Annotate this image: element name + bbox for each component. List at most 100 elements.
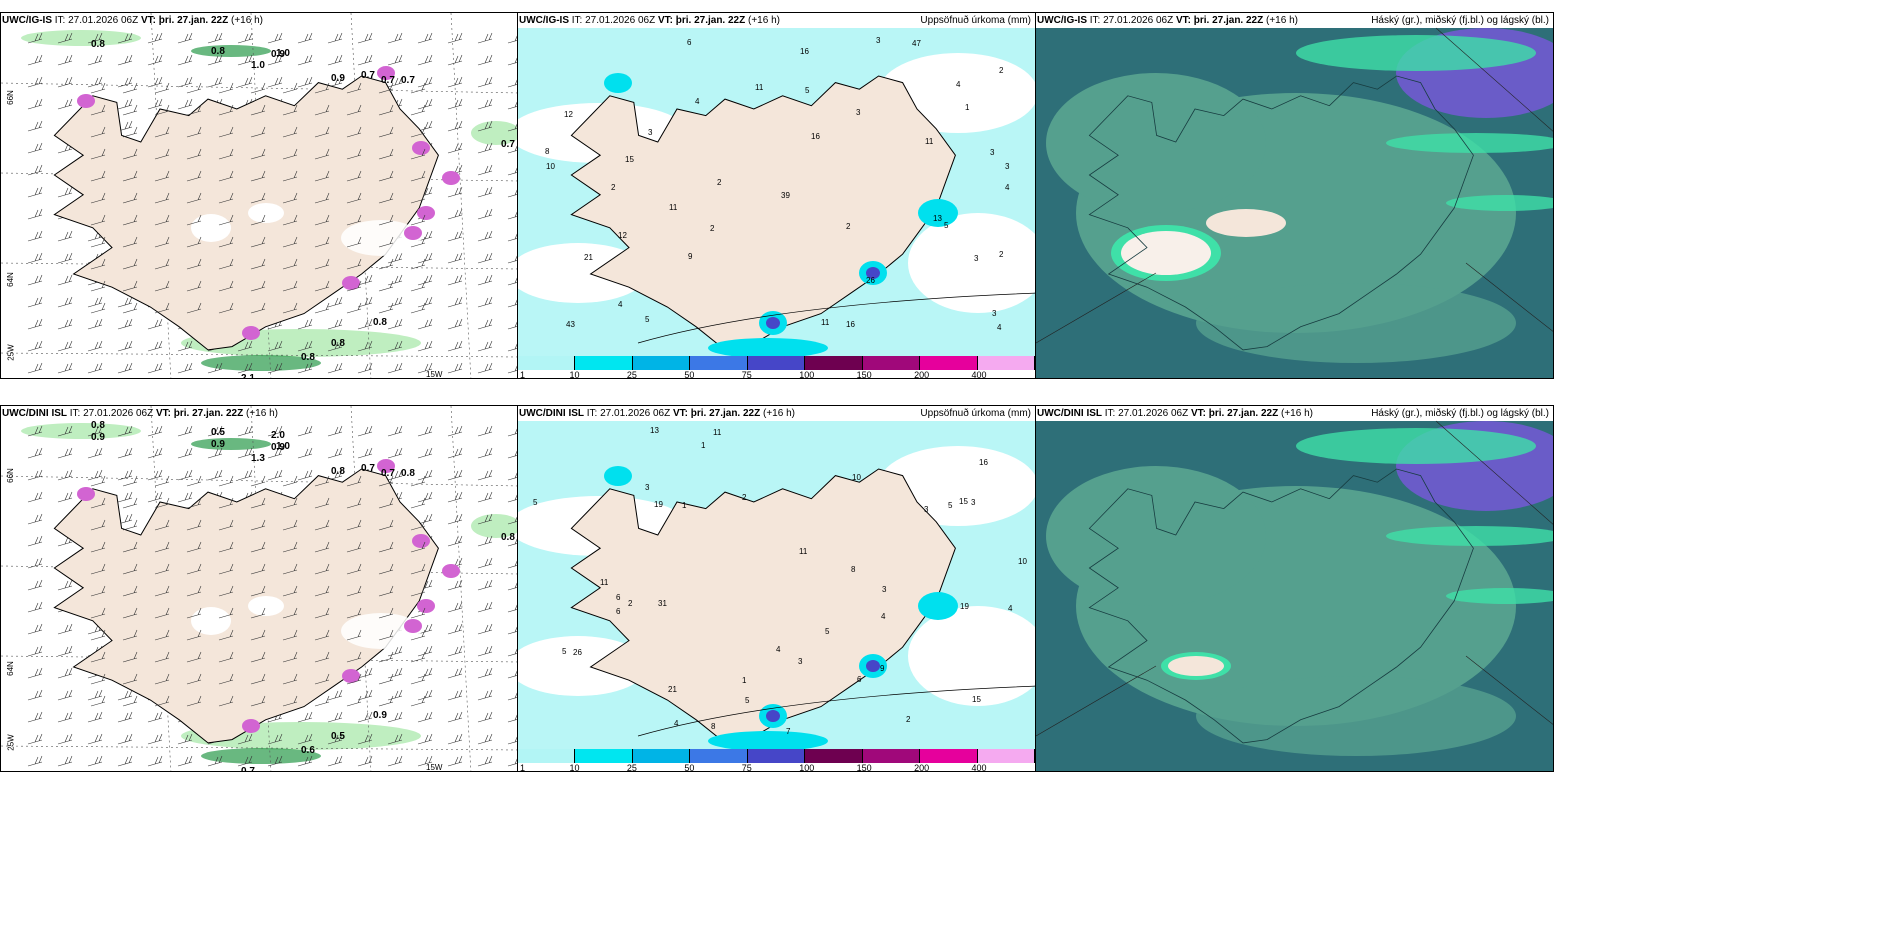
wind-barb (447, 711, 463, 723)
precip-value-label: 47 (912, 39, 921, 48)
wind-speed-label: 0.7 (381, 468, 395, 479)
wind-barb (207, 32, 223, 44)
colorbar-tick-label: 75 (741, 763, 752, 772)
panel-header: UWC/DINI ISL IT: 27.01.2026 06Z VT: þri.… (519, 408, 795, 419)
wind-barb (378, 192, 394, 204)
precip-core (766, 710, 780, 722)
wind-speed-label: 0.7 (501, 139, 515, 150)
wind-barb (346, 607, 362, 619)
wind-barb (154, 497, 170, 509)
precip-value-label: 4 (1005, 183, 1010, 192)
wind-barb (186, 192, 202, 204)
wind-barb (417, 252, 433, 264)
lon-label: 15W (426, 763, 443, 772)
wind-barb (237, 469, 253, 481)
cloud-mid (1196, 283, 1516, 363)
colorbar-swatch (862, 749, 921, 763)
dry-area (908, 606, 1035, 706)
wind-barb (27, 447, 43, 459)
wind-barb (357, 689, 373, 701)
colorbar-tick-label: 25 (626, 763, 637, 772)
wind-barb (477, 164, 493, 176)
wind-barb (207, 54, 223, 66)
colorbar-tick-label: 75 (741, 370, 752, 379)
wind-barb (154, 214, 170, 226)
wind-barb (447, 186, 463, 198)
wind-barb (346, 126, 362, 138)
wind-barb (27, 491, 43, 503)
wind-barb (346, 519, 362, 531)
precip-value-label: 11 (713, 428, 722, 437)
wind-barb (410, 258, 426, 270)
wind-barb (122, 475, 138, 487)
wind-barb (87, 447, 103, 459)
wind-barb (507, 233, 517, 242)
wind-barb (387, 733, 403, 745)
wind-barb (27, 362, 43, 374)
wind-barb (447, 296, 463, 308)
wind-barb (218, 519, 234, 531)
wind-barb (186, 585, 202, 597)
wind-speed-label: 1.3 (251, 453, 265, 464)
precip-band (708, 338, 828, 358)
precip-value-label: 9 (880, 664, 885, 673)
wind-barb (282, 541, 298, 553)
wind-barb (27, 689, 43, 701)
precip-value-label: 4 (695, 97, 700, 106)
precip-value-label: 2 (628, 599, 633, 608)
wind-barb (507, 582, 517, 591)
wind-barb (387, 469, 403, 481)
cloud-mid (1046, 466, 1266, 606)
wind-barb (267, 755, 283, 767)
wind-barb (117, 340, 133, 352)
wind-speed-label: 0.8 (211, 46, 225, 57)
wind-barb (327, 755, 343, 767)
wind-barb (250, 104, 266, 116)
wind-barb (378, 280, 394, 292)
wind-barb (147, 76, 163, 88)
wind-barb (117, 296, 133, 308)
wind-barb (410, 563, 426, 575)
precip-value-label: 4 (997, 323, 1002, 332)
wind-barb (346, 104, 362, 116)
precip-cell (412, 141, 430, 155)
wind-barb (297, 54, 313, 66)
wind-barb (250, 607, 266, 619)
precip-cell (77, 487, 95, 501)
precip-value-label: 19 (654, 500, 663, 509)
wind-barb (477, 711, 493, 723)
wind-barb (477, 32, 493, 44)
wind-barb (27, 274, 43, 286)
wind-barb (477, 208, 493, 220)
wind-barb (27, 469, 43, 481)
wind-barb (117, 425, 133, 437)
precip-value-label: 8 (711, 722, 716, 731)
wind-barb (378, 673, 394, 685)
wind-barb (447, 230, 463, 242)
wind-barb (417, 711, 433, 723)
wind-barb (218, 170, 234, 182)
precip-value-label: 3 (992, 309, 997, 318)
wind-barb (250, 126, 266, 138)
wind-speed-label: 0.8 (91, 420, 105, 431)
wind-barb (186, 258, 202, 270)
wind-barb (186, 170, 202, 182)
wind-barb (282, 104, 298, 116)
wind-barb (90, 302, 106, 314)
wind-barb (282, 148, 298, 160)
precip-value-label: 3 (798, 657, 803, 666)
precip-colorbar: 1 10 25 50 75 100 150 200 400 (518, 749, 1035, 771)
wind-barb (327, 689, 343, 701)
grid-line (1, 82, 517, 94)
wind-barb (154, 192, 170, 204)
wind-barb (357, 32, 373, 44)
wind-barb (507, 321, 517, 330)
precip-cell (604, 73, 632, 93)
wind-speed-label: 1.0 (276, 48, 290, 59)
wind-barb (218, 214, 234, 226)
wind-speed-label: 0.9 (91, 432, 105, 443)
wind-barb (282, 519, 298, 531)
wind-barb (27, 164, 43, 176)
precip-value-label: 15 (625, 155, 634, 164)
wind-barb (207, 425, 223, 437)
